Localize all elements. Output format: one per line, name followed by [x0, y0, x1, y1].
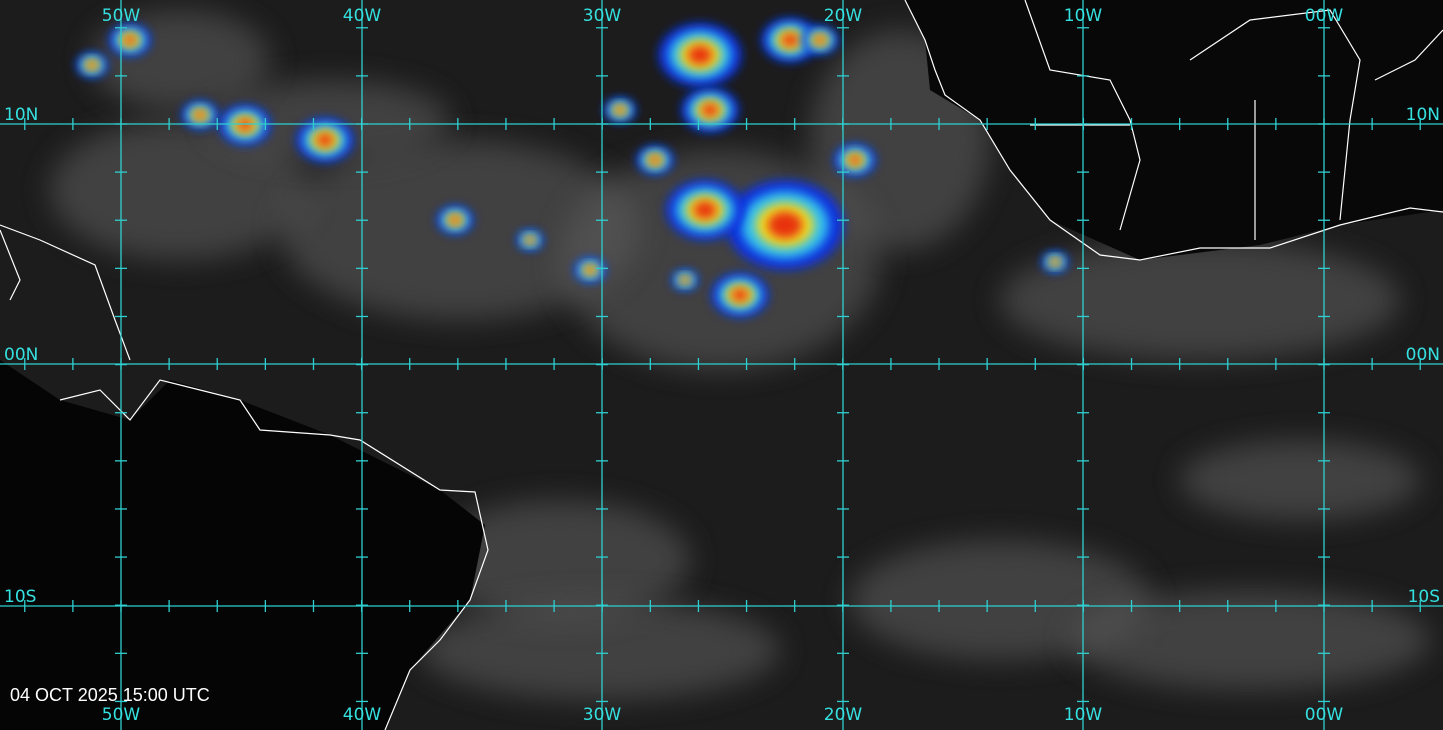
convection — [767, 211, 803, 239]
convection — [316, 133, 334, 147]
convection — [194, 110, 206, 120]
convection — [649, 155, 661, 165]
convection-layer — [76, 18, 1068, 317]
latitude-label: 00N — [4, 345, 38, 365]
cloud — [50, 120, 310, 260]
convection — [681, 277, 689, 283]
latitude-label: 10S — [4, 587, 36, 607]
cloud — [1000, 240, 1400, 360]
latitude-label: 10S — [1408, 587, 1440, 607]
longitude-label: 00W — [1305, 6, 1344, 26]
timestamp: 04 OCT 2025 15:00 UTC — [10, 685, 210, 705]
coastline — [0, 224, 131, 361]
convection — [123, 35, 137, 45]
labels: 50W 50W 40W 40W 30W 30W 20W 20W 10W 10W 00W 00W 10N 1… — [4, 6, 1440, 725]
convection — [1051, 259, 1059, 265]
convection — [526, 237, 534, 243]
convection — [693, 201, 717, 219]
longitude-label: 30W — [583, 705, 622, 725]
coastline — [59, 379, 489, 730]
coastline — [904, 0, 1443, 261]
cloud — [420, 600, 780, 700]
convection — [781, 33, 799, 47]
cloud — [1180, 440, 1420, 520]
longitude-label: 40W — [343, 705, 382, 725]
longitude-label: 30W — [583, 6, 622, 26]
convection — [701, 103, 719, 117]
convection — [615, 106, 625, 114]
convection — [814, 35, 826, 45]
latitude-label: 00N — [1406, 345, 1440, 365]
convection — [731, 288, 749, 302]
convection — [237, 119, 253, 131]
longitude-label: 40W — [343, 6, 382, 26]
longitude-label: 50W — [102, 6, 141, 26]
convection — [848, 155, 862, 165]
land — [905, 0, 1443, 260]
convection — [585, 266, 595, 274]
cloud-layer — [0, 10, 1430, 700]
longitude-label: 20W — [824, 6, 863, 26]
longitude-label: 50W — [102, 705, 141, 725]
convection — [87, 61, 97, 69]
longitude-label: 10W — [1064, 6, 1103, 26]
longitude-label: 10W — [1064, 705, 1103, 725]
latitude-label: 10N — [1406, 105, 1440, 125]
border — [1024, 0, 1443, 240]
convection — [449, 215, 461, 225]
latitude-label: 10N — [4, 105, 38, 125]
cloud — [430, 500, 690, 620]
cloud — [1070, 590, 1430, 690]
longitude-label: 20W — [824, 705, 863, 725]
convection — [687, 45, 713, 65]
longitude-label: 00W — [1305, 705, 1344, 725]
